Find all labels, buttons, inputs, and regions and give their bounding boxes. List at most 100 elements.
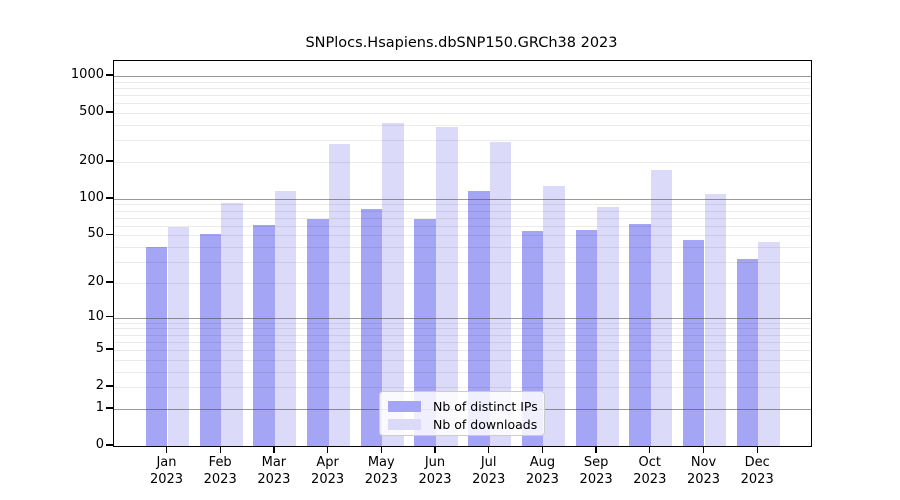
legend-item-distinct-ips: Nb of distinct IPs [388, 397, 538, 415]
bar-distinct-ips-jun [414, 218, 436, 446]
bar-distinct-ips-feb [199, 234, 222, 446]
gridline-minor-600 [114, 103, 811, 105]
y-tick-mark-50 [106, 233, 113, 236]
bar-downloads-oct [650, 170, 673, 446]
x-tick-mark-dec [756, 446, 758, 453]
x-tick-label-aug: Aug 2023 [525, 455, 559, 487]
legend-item-downloads: Nb of downloads [388, 415, 538, 433]
gridline-minor-30 [114, 262, 811, 264]
y-tick-mark-2 [106, 385, 113, 387]
gridline-minor-900 [114, 81, 811, 83]
gridline-minor-90 [114, 204, 811, 206]
gridline-minor-5 [114, 350, 811, 352]
x-tick-label-jun: Jun 2023 [418, 455, 452, 487]
gridline-minor-300 [114, 140, 811, 142]
legend: Nb of distinct IPs Nb of downloads [379, 391, 545, 436]
bar-downloads-jan [167, 226, 190, 446]
bar-downloads-jul [489, 142, 512, 446]
y-tick-mark-500 [106, 111, 113, 113]
x-tick-mark-may [380, 446, 382, 453]
legend-swatch-icon [388, 400, 421, 412]
y-tick-mark-20 [106, 281, 113, 283]
y-tick-mark-1000 [106, 74, 113, 76]
gridline-minor-4 [114, 359, 811, 361]
bar-distinct-ips-oct [629, 224, 651, 446]
gridline-minor-400 [114, 125, 811, 127]
x-tick-mark-jun [434, 446, 436, 453]
bar-downloads-apr [328, 144, 351, 446]
y-tick-label-200: 200 [79, 153, 104, 169]
gridline-minor-200 [114, 162, 811, 164]
y-tick-label-50: 50 [87, 226, 104, 242]
bar-downloads-feb [221, 203, 243, 446]
x-tick-label-mar: Mar 2023 [257, 455, 291, 487]
x-tick-mark-nov [702, 446, 705, 453]
gridline-minor-20 [114, 282, 811, 284]
bar-distinct-ips-may [360, 209, 383, 446]
gridline-minor-40 [114, 247, 811, 249]
bar-distinct-ips-apr [307, 219, 329, 446]
gridline-minor-800 [114, 87, 811, 89]
x-tick-mark-oct [649, 446, 651, 453]
x-tick-label-dec: Dec 2023 [740, 455, 774, 487]
chart-title: SNPlocs.Hsapiens.dbSNP150.GRCh38 2023 [305, 35, 618, 51]
y-tick-mark-0 [106, 444, 113, 446]
bar-downloads-jun [436, 126, 458, 446]
bar-distinct-ips-jan [145, 247, 168, 446]
y-tick-label-500: 500 [79, 104, 104, 120]
y-tick-mark-10 [106, 315, 113, 318]
gridline-minor-9 [114, 322, 811, 324]
gridline-minor-80 [114, 210, 811, 212]
bar-distinct-ips-sep [575, 230, 598, 446]
x-tick-mark-jul [488, 446, 490, 453]
x-tick-label-oct: Oct 2023 [633, 455, 667, 487]
gridline-major-10 [114, 317, 811, 319]
gridline-major-1000 [114, 76, 811, 78]
gridline-minor-60 [114, 225, 811, 227]
legend-label: Nb of distinct IPs [433, 398, 538, 414]
y-tick-mark-100 [106, 197, 113, 199]
x-tick-label-jul: Jul 2023 [472, 455, 506, 487]
legend-swatch-icon [388, 418, 421, 430]
gridline-minor-500 [114, 113, 811, 115]
gridline-minor-50 [114, 235, 811, 237]
gridline-minor-7 [114, 334, 811, 336]
x-tick-label-jan: Jan 2023 [149, 455, 184, 487]
gridline-minor-6 [114, 341, 811, 343]
y-tick-mark-5 [106, 348, 113, 350]
bar-downloads-dec [758, 242, 780, 446]
x-tick-mark-sep [595, 446, 597, 453]
bar-distinct-ips-dec [736, 258, 759, 446]
bar-downloads-may [382, 122, 404, 446]
y-tick-label-20: 20 [87, 273, 104, 289]
gridline-minor-700 [114, 95, 811, 97]
gridline-minor-2 [114, 387, 811, 389]
legend-label: Nb of downloads [433, 416, 538, 432]
gridline-minor-3 [114, 371, 811, 373]
x-tick-label-apr: Apr 2023 [311, 455, 345, 487]
bar-distinct-ips-nov [682, 239, 705, 446]
x-tick-mark-mar [273, 446, 275, 453]
y-tick-label-1: 1 [95, 399, 104, 415]
x-tick-mark-jan [165, 446, 168, 453]
x-tick-label-feb: Feb 2023 [203, 455, 237, 487]
y-tick-label-0: 0 [95, 437, 104, 452]
y-tick-label-5: 5 [95, 341, 104, 357]
gridline-major-100 [114, 198, 811, 200]
bar-downloads-aug [543, 185, 565, 446]
y-tick-mark-1 [106, 407, 113, 409]
y-tick-mark-200 [106, 160, 113, 162]
gridline-minor-70 [114, 217, 811, 219]
y-tick-label-2: 2 [95, 378, 104, 394]
y-tick-label-10: 10 [87, 308, 104, 324]
gridline-minor-8 [114, 328, 811, 330]
x-tick-label-may: May 2023 [364, 455, 398, 487]
x-tick-mark-feb [219, 446, 221, 453]
x-tick-mark-aug [541, 446, 544, 453]
x-tick-mark-apr [326, 446, 329, 453]
bar-distinct-ips-mar [253, 225, 275, 446]
bar-downloads-nov [704, 194, 727, 446]
y-tick-label-1000: 1000 [70, 67, 104, 83]
bar-downloads-sep [597, 207, 619, 446]
